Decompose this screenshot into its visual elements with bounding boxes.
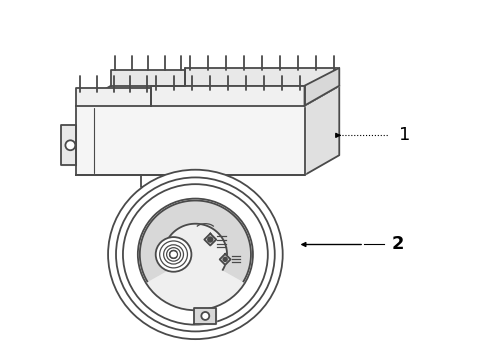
Ellipse shape — [108, 170, 283, 339]
Circle shape — [201, 312, 209, 320]
Polygon shape — [111, 70, 185, 86]
Polygon shape — [76, 105, 305, 175]
Ellipse shape — [138, 199, 253, 310]
Text: 1: 1 — [399, 126, 410, 144]
Polygon shape — [76, 88, 151, 105]
Circle shape — [65, 140, 75, 150]
Circle shape — [223, 257, 227, 261]
Polygon shape — [305, 68, 339, 105]
Polygon shape — [195, 308, 216, 324]
Circle shape — [208, 237, 213, 242]
Polygon shape — [140, 201, 251, 282]
Polygon shape — [305, 86, 339, 175]
Polygon shape — [151, 86, 305, 105]
Ellipse shape — [156, 237, 192, 272]
Polygon shape — [220, 254, 231, 265]
Polygon shape — [76, 86, 339, 105]
Polygon shape — [61, 125, 76, 165]
Text: 2: 2 — [392, 235, 404, 253]
Polygon shape — [185, 68, 339, 86]
Polygon shape — [204, 234, 216, 246]
